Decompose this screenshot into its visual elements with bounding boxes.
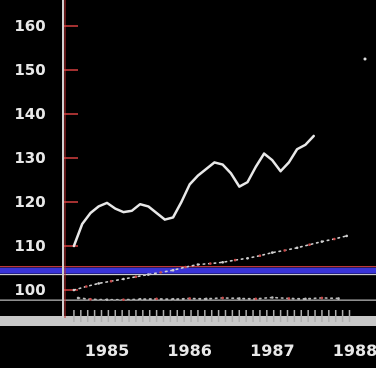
y-tick-label: 160 — [14, 17, 45, 35]
series-2-point — [254, 297, 258, 301]
reference-line-0 — [0, 267, 376, 274]
x-ticks: 1985 1986 1987 1988 — [85, 341, 376, 360]
minor-ticks — [73, 310, 351, 322]
series-1-point — [159, 271, 162, 274]
y-tick-label: 140 — [14, 105, 45, 123]
series-1-point — [233, 258, 237, 262]
series-1-point — [109, 279, 113, 283]
bottom-band — [0, 316, 376, 326]
series-line-0 — [72, 134, 315, 248]
series-1-point — [209, 262, 212, 265]
series-1-point — [320, 240, 324, 243]
series-1-point — [122, 277, 125, 281]
series-1-point — [283, 249, 287, 252]
series-2-point — [138, 297, 142, 301]
bottom-band-fill — [0, 316, 376, 326]
series-1-point — [246, 257, 249, 260]
series-1-point — [196, 263, 200, 266]
series-1-point — [97, 282, 100, 285]
series-1-point — [271, 251, 274, 254]
y-tick-label: 120 — [14, 193, 45, 211]
series-2-point — [320, 296, 324, 300]
stray-marker — [363, 57, 367, 61]
series-2-point — [171, 297, 175, 301]
y-tick-label: 100 — [14, 281, 45, 299]
series-1-point — [171, 268, 175, 272]
series-2-point — [105, 298, 109, 302]
series-layer — [72, 134, 349, 302]
y-tick-label: 130 — [14, 149, 45, 167]
series-2-point — [271, 296, 274, 299]
series-1-point — [333, 237, 336, 241]
x-tick-label: 1987 — [250, 341, 295, 360]
series-1-point — [134, 275, 138, 279]
series-2-point — [337, 297, 340, 300]
series-2-point — [221, 296, 224, 300]
x-tick-label: 1985 — [85, 341, 130, 360]
series-1-point — [295, 246, 299, 250]
series-1-point — [345, 234, 349, 238]
y-tick-label: 150 — [14, 61, 45, 79]
x-tick-label: 1986 — [167, 341, 212, 360]
x-tick-label: 1988 — [333, 341, 376, 360]
series-1-point — [147, 273, 150, 276]
series-1-point — [221, 261, 224, 264]
series-1-point — [72, 288, 76, 292]
reference-line-1 — [0, 299, 376, 301]
series-1-point — [308, 243, 311, 246]
series-2-point — [188, 297, 191, 300]
series-2-point — [304, 297, 307, 301]
series-2-point — [122, 298, 125, 302]
series-1-point — [258, 254, 262, 257]
series-2-point — [155, 297, 158, 301]
series-2-point — [287, 297, 291, 300]
series-2-point — [76, 296, 80, 300]
y-tick-label: 110 — [14, 237, 45, 255]
series-1-point — [85, 285, 88, 288]
series-2-point — [89, 297, 92, 301]
series-1-point — [184, 265, 187, 269]
series-2-point — [238, 297, 241, 300]
y-ticks: 100 110 120 130 140 150 160 — [14, 17, 78, 299]
series-2-point — [204, 297, 208, 301]
